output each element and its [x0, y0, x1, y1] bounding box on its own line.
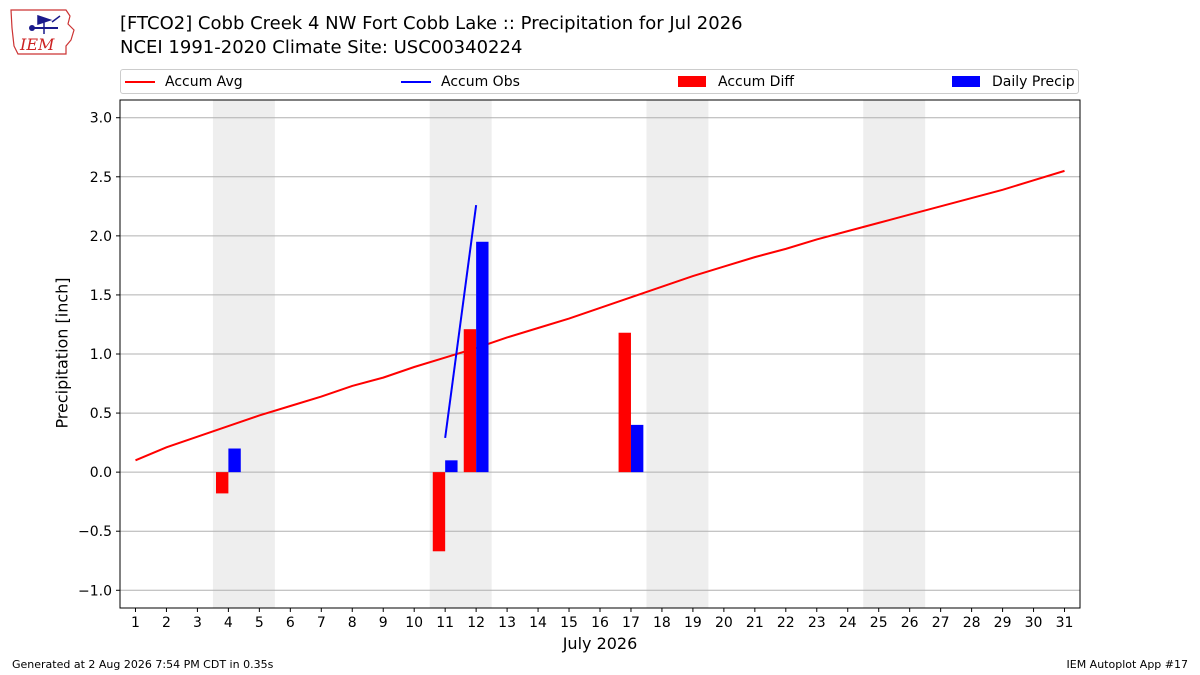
- accum-diff-bar: [618, 332, 631, 473]
- y-tick-label: 2.0: [90, 229, 112, 245]
- iowa-state-outline: [10, 9, 75, 55]
- x-tick-label: 25: [870, 615, 888, 631]
- x-tick-label: 20: [715, 615, 733, 631]
- accum-diff-bar: [463, 329, 477, 473]
- accum-obs-line: [444, 205, 478, 439]
- x-tick-label: 23: [808, 615, 826, 631]
- legend-swatch-accum-diff: [678, 76, 706, 87]
- x-tick-label: 27: [932, 615, 950, 631]
- x-tick-label: 28: [963, 615, 981, 631]
- x-tick-label: 11: [436, 615, 454, 631]
- x-tick-label: 8: [348, 615, 357, 631]
- footer-generated-text: Generated at 2 Aug 2026 7:54 PM CDT in 0…: [12, 658, 274, 671]
- x-tick-label: 9: [379, 615, 388, 631]
- x-tick-label: 3: [193, 615, 202, 631]
- y-axis-label: Precipitation [inch]: [52, 277, 72, 429]
- iem-logo: IEM: [10, 9, 75, 55]
- daily-precip-bar: [476, 241, 489, 473]
- x-tick-label: 13: [498, 615, 516, 631]
- y-tick-label: 1.0: [90, 347, 112, 363]
- daily-precip-bar: [630, 424, 644, 473]
- x-tick-label: 2: [162, 615, 171, 631]
- y-tick-label: 0.0: [90, 465, 112, 481]
- y-tick-label: 1.5: [90, 288, 112, 304]
- chart-title: [FTCO2] Cobb Creek 4 NW Fort Cobb Lake :…: [120, 13, 743, 34]
- x-tick-label: 12: [467, 615, 485, 631]
- logo-text: IEM: [19, 35, 55, 54]
- legend-swatch-daily-precip: [952, 76, 980, 87]
- x-tick-label: 6: [286, 615, 295, 631]
- legend-swatch-accum-obs: [401, 81, 431, 83]
- x-tick-label: 4: [224, 615, 233, 631]
- x-tick-label: 30: [1025, 615, 1043, 631]
- legend-label: Accum Obs: [441, 74, 520, 90]
- x-tick-label: 21: [746, 615, 764, 631]
- footer-app-label: IEM Autoplot App #17: [1066, 658, 1189, 671]
- x-tick-label: 16: [591, 615, 609, 631]
- y-tick-label: −0.5: [78, 524, 112, 540]
- legend-swatch-accum-avg: [125, 81, 155, 83]
- x-tick-label: 31: [1056, 615, 1074, 631]
- x-tick-label: 26: [901, 615, 919, 631]
- x-tick-label: 14: [529, 615, 547, 631]
- x-tick-label: 5: [255, 615, 264, 631]
- x-tick-label: 15: [560, 615, 578, 631]
- accum-diff-bar: [432, 472, 446, 552]
- x-tick-label: 1: [131, 615, 140, 631]
- y-tick-label: 0.5: [90, 406, 112, 422]
- x-tick-label: 19: [684, 615, 702, 631]
- plot-frame: [119, 99, 1081, 609]
- accum-diff-bar: [216, 472, 229, 494]
- x-tick-label: 24: [839, 615, 857, 631]
- y-tick-label: 2.5: [90, 170, 112, 186]
- chart-subtitle: NCEI 1991-2020 Climate Site: USC00340224: [120, 37, 523, 58]
- x-tick-label: 17: [622, 615, 640, 631]
- x-tick-label: 18: [653, 615, 671, 631]
- legend: Accum Avg Accum Obs Accum Diff Daily Pre…: [120, 69, 1079, 94]
- weather-station-dot-icon: [29, 25, 35, 31]
- weather-vane-icon: [37, 14, 61, 34]
- legend-label: Daily Precip: [992, 74, 1075, 90]
- x-tick-label: 7: [317, 615, 326, 631]
- accum-avg-line: [135, 169, 1065, 462]
- x-tick-label: 22: [777, 615, 795, 631]
- x-tick-label: 10: [405, 615, 423, 631]
- daily-precip-bar: [228, 448, 241, 473]
- legend-label: Accum Diff: [718, 74, 795, 90]
- y-tick-label: −1.0: [78, 583, 112, 599]
- x-tick-label: 29: [994, 615, 1012, 631]
- x-axis-label: July 2026: [562, 634, 638, 653]
- legend-label: Accum Avg: [165, 74, 243, 90]
- daily-precip-bar: [445, 460, 458, 473]
- y-tick-label: 3.0: [90, 111, 112, 127]
